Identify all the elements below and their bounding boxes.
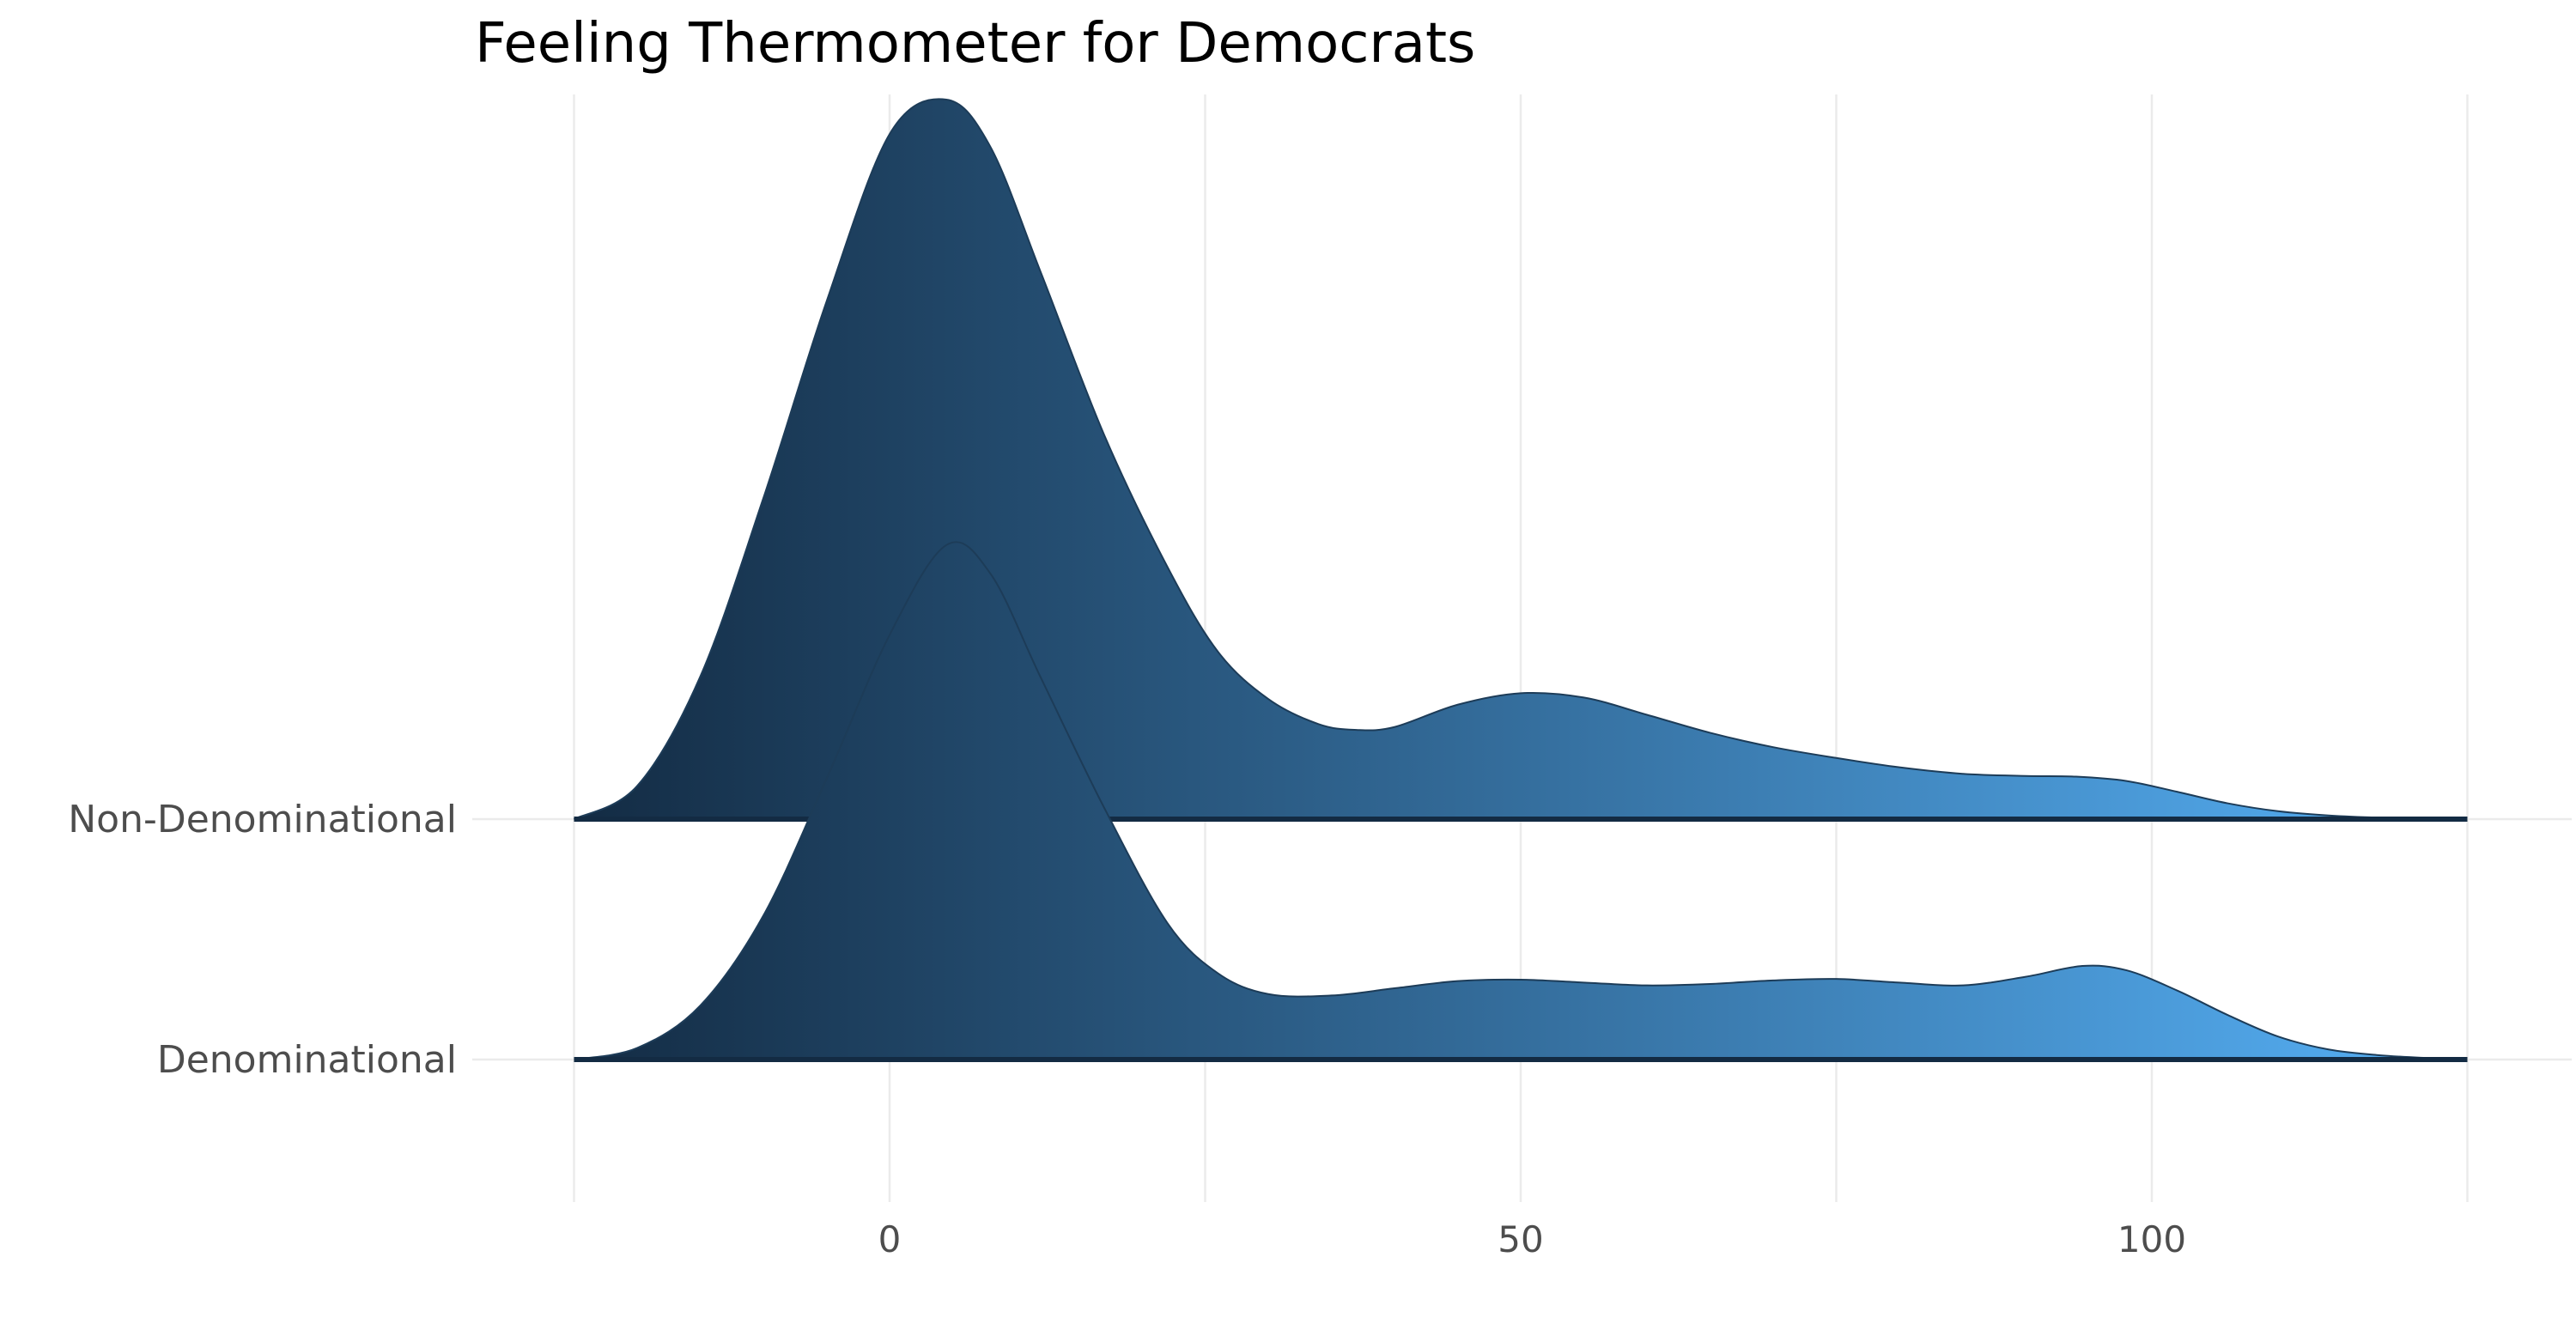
ridge-denominational: [574, 541, 2468, 1060]
ridges: [574, 98, 2468, 1062]
x-tick-label: 100: [2117, 1218, 2186, 1260]
y-tick-label: Non-Denominational: [68, 798, 457, 841]
chart-title: Feeling Thermometer for Democrats: [475, 12, 1475, 76]
ridge-non-denominational: [574, 98, 2468, 820]
x-tick-label: 0: [878, 1218, 902, 1260]
axis-labels: Denominational Non-Denominational 0 50 100: [68, 798, 2186, 1260]
x-tick-label: 50: [1498, 1218, 1543, 1260]
y-tick-label: Denominational: [157, 1038, 457, 1082]
